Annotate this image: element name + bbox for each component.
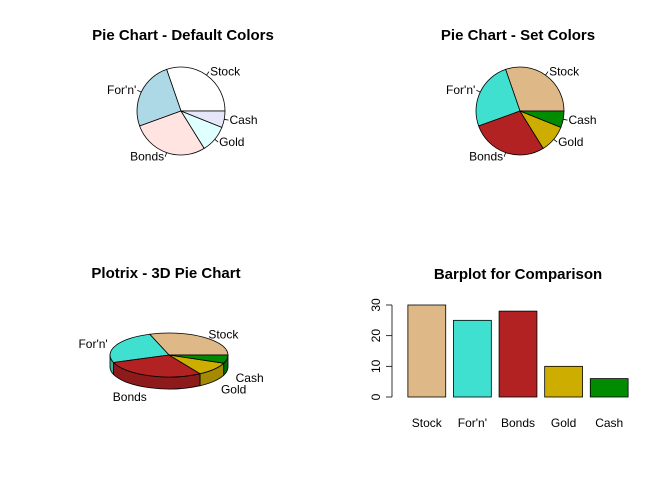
pie1-label-stock: Stock (210, 65, 241, 79)
pie3-slice-stock (148, 332, 229, 356)
pie2-slice-for-n (475, 68, 521, 127)
pie1-slice-for-n (136, 68, 182, 127)
bar-stock (407, 304, 447, 398)
pie2-label-bonds: Bonds (469, 150, 503, 164)
pie2-slice-bonds (478, 110, 544, 156)
bar-tick-gold: Gold (551, 416, 576, 430)
pie-set-colors: Stock For'n' Bonds Gold Cash (446, 65, 597, 164)
bar-tick-for-n: For'n' (458, 416, 487, 430)
pie2-label-gold: Gold (558, 135, 583, 149)
pie3-slice-bonds (112, 354, 202, 378)
pie3-label-for-n: For'n' (78, 337, 107, 351)
bar-for-n (453, 319, 492, 398)
pie1-leader-cash (224, 118, 229, 121)
bar-bonds (498, 310, 538, 398)
pie1-label-gold: Gold (219, 135, 244, 149)
pie2-leader-stock (545, 71, 549, 76)
bar-cash (589, 378, 629, 398)
pie1-leader-for-n (137, 89, 142, 93)
pie-set-title: Pie Chart - Set Colors (441, 27, 595, 44)
pie1-leader-stock (206, 71, 210, 76)
pie1-slice-stock (166, 66, 226, 112)
pie2-leader-cash (563, 118, 568, 121)
pie3-slice-cash (168, 354, 229, 364)
barplot-title: Barplot for Comparison (434, 266, 602, 283)
bar-tick-cash: Cash (595, 416, 623, 430)
pie2-slice-stock (505, 66, 565, 112)
pie3-label-gold: Gold (221, 382, 246, 396)
pie3-label-bonds: Bonds (113, 390, 147, 404)
pie1-label-cash: Cash (230, 113, 258, 127)
pie3-slice-for-n (109, 333, 170, 363)
y-tick-label: 20 (369, 329, 383, 343)
y-tick-label: 30 (369, 298, 383, 312)
pie-3d-title: Plotrix - 3D Pie Chart (91, 265, 240, 282)
pie1-leader-bonds (164, 152, 167, 157)
pie1-label-for-n: For'n' (107, 83, 136, 97)
y-tick-label: 0 (369, 393, 383, 400)
pie1-slice-bonds (139, 110, 205, 156)
pie2-leader-for-n (476, 89, 481, 93)
bar-tick-bonds: Bonds (501, 416, 535, 430)
pie2-label-cash: Cash (569, 113, 597, 127)
pie2-label-for-n: For'n' (446, 83, 475, 97)
pie2-leader-gold (553, 138, 558, 143)
pie1-leader-gold (214, 138, 219, 143)
pie2-leader-bonds (503, 152, 506, 157)
pie-default-title: Pie Chart - Default Colors (92, 27, 274, 44)
barplot: Stock For'n' Bonds Gold Cash 0 10 20 30 (369, 298, 629, 430)
pie1-label-bonds: Bonds (130, 150, 164, 164)
bar-tick-stock: Stock (412, 416, 443, 430)
bar-gold (544, 365, 583, 398)
pie3-label-cash: Cash (236, 371, 264, 385)
y-tick-label: 10 (369, 359, 383, 373)
pie2-label-stock: Stock (549, 65, 580, 79)
pie-default-colors: Stock For'n' Bonds Gold Cash (107, 65, 258, 164)
pie3-label-stock: Stock (208, 327, 239, 341)
